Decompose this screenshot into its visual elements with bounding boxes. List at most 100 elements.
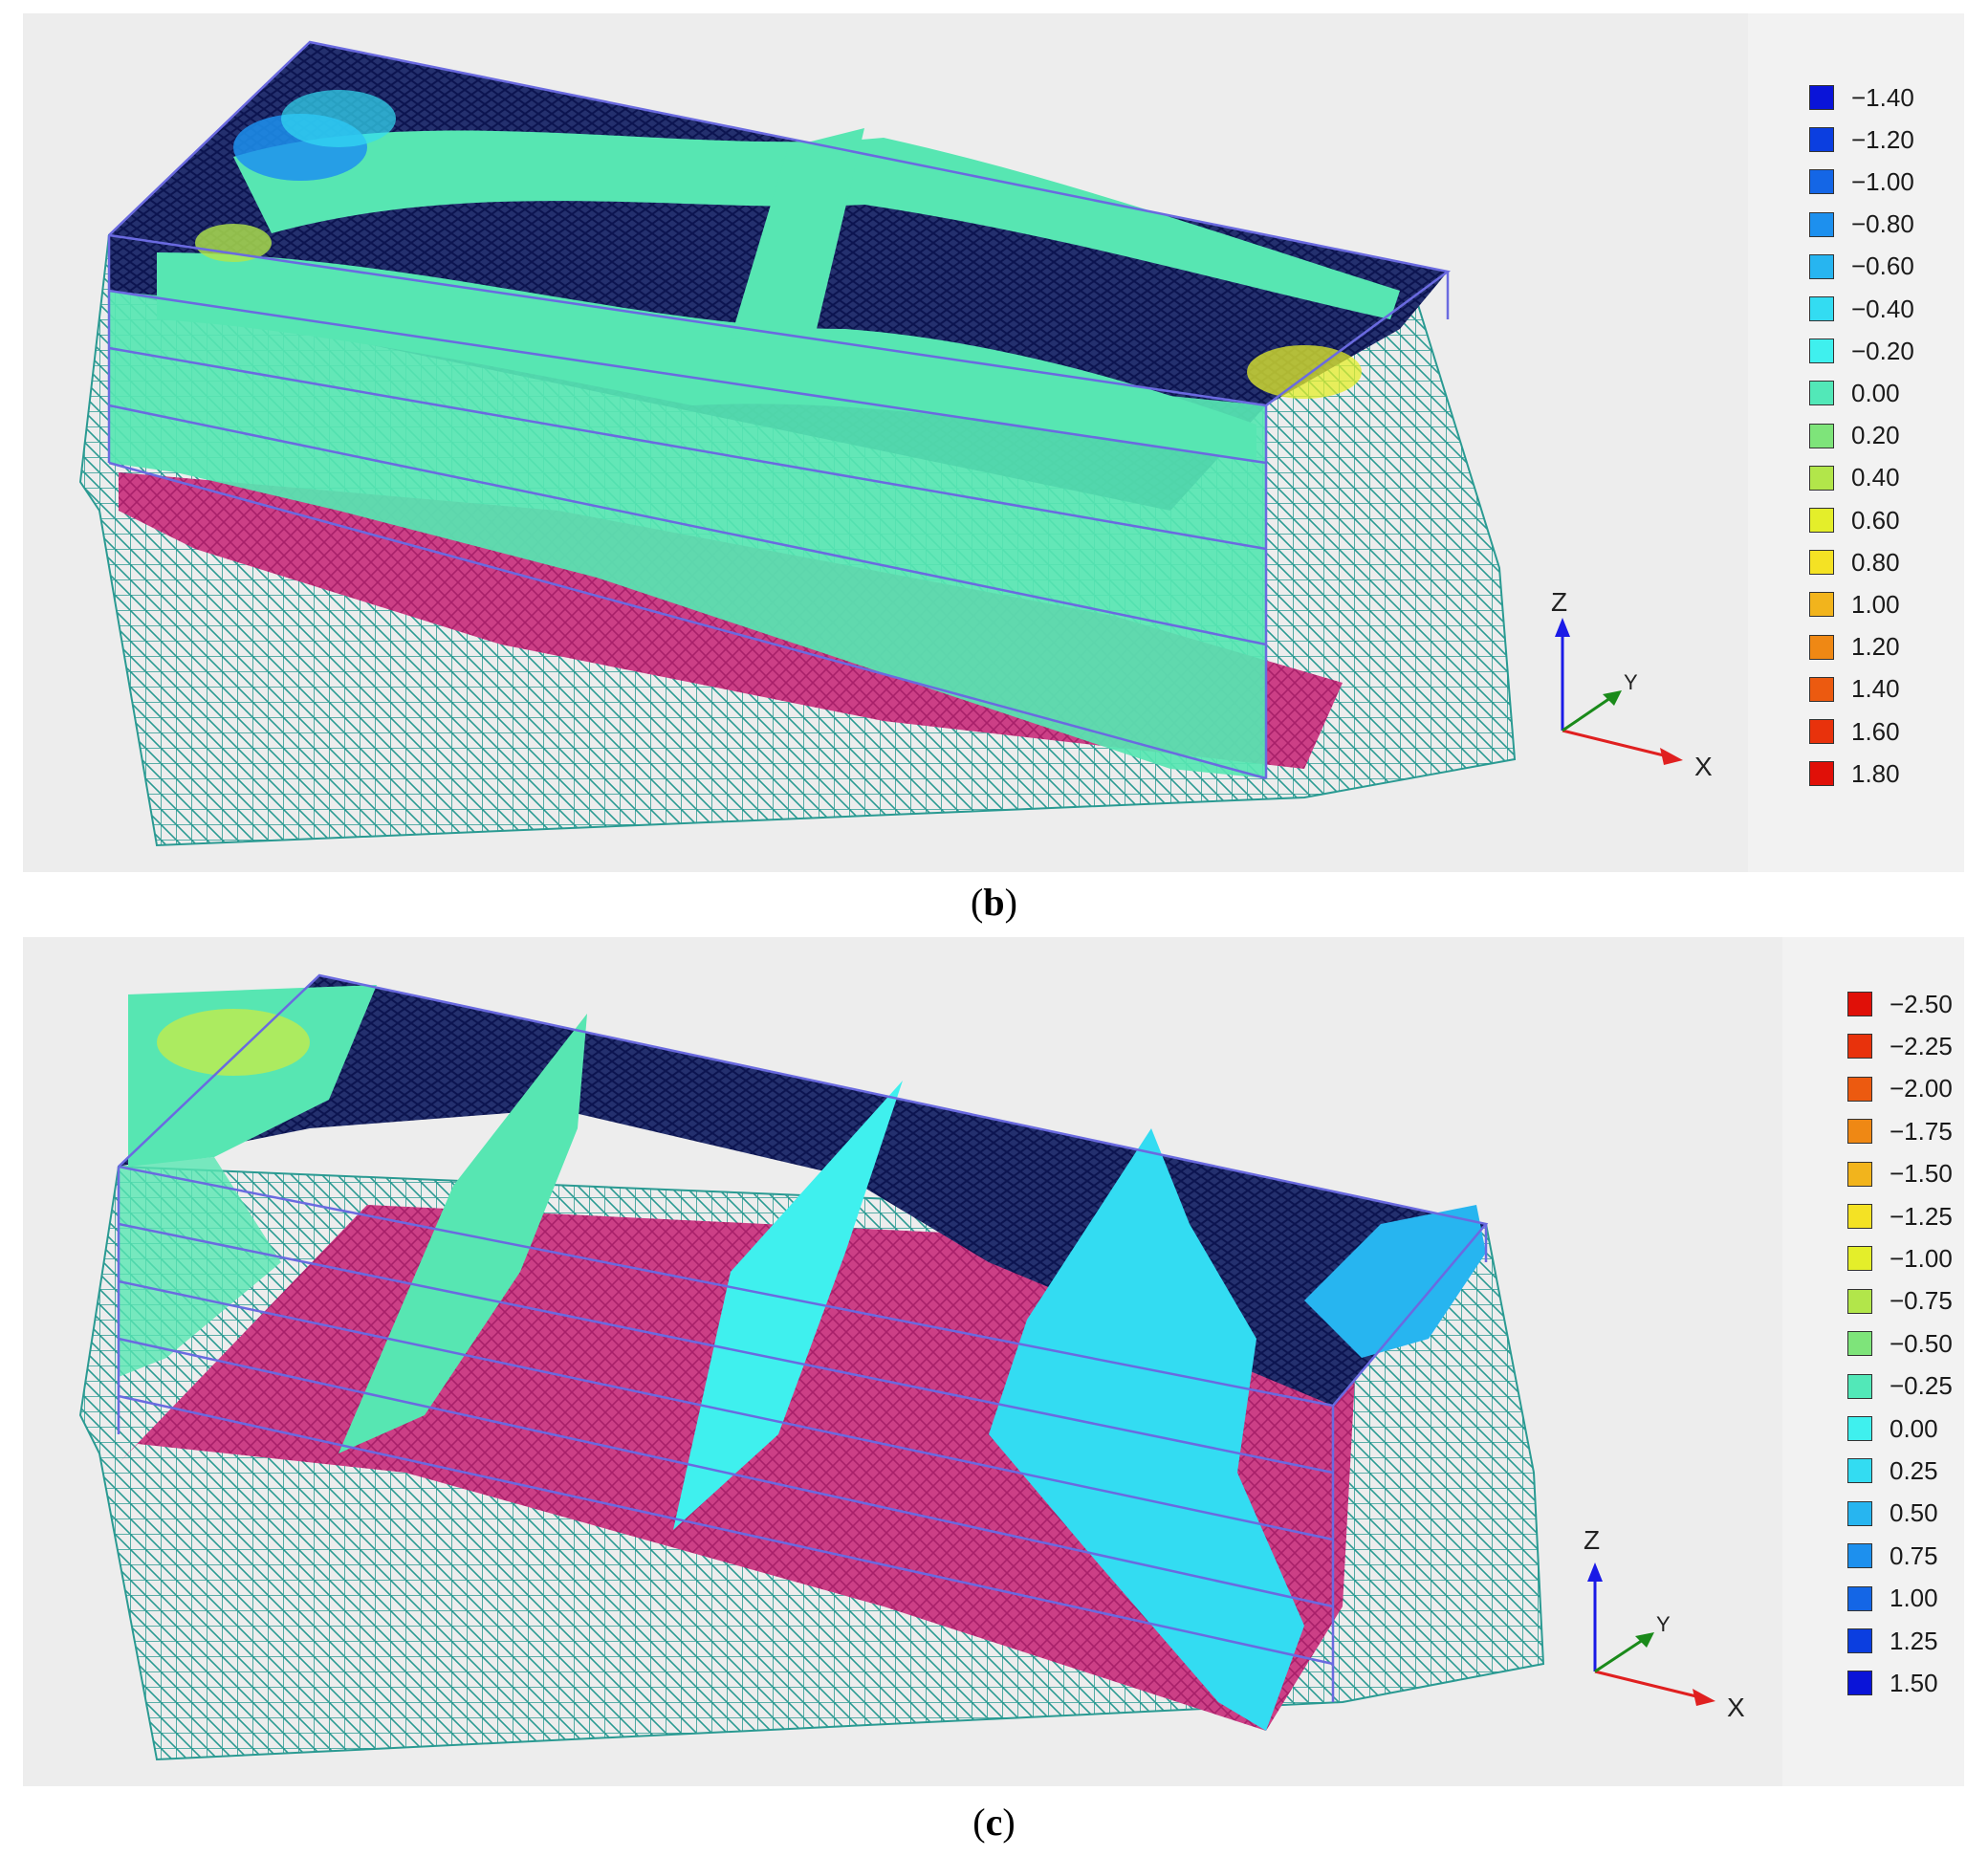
color-legend-b: −1.40 −1.20 −1.00 −0.80 −0.60 −0.40 −0.20 0.00 0… <box>1748 13 1964 872</box>
legend-value: −1.00 <box>1851 166 1914 196</box>
legend-entry: 0.20 <box>1809 417 1900 455</box>
legend-entry: 0.25 <box>1847 1452 1938 1490</box>
legend-entry: 0.60 <box>1809 501 1900 539</box>
legend-value: −1.40 <box>1851 82 1914 112</box>
contour-panel-b: Z Y X −1.40 −1.20 −1.00 −0.80 −0.60 −0.40 −0.2… <box>23 13 1964 872</box>
top-contour-band-1 <box>233 130 1400 319</box>
legend-value: −0.60 <box>1851 251 1914 281</box>
legend-value: −0.50 <box>1890 1328 1953 1358</box>
legend-value: −2.00 <box>1890 1074 1953 1103</box>
legend-entry: 1.60 <box>1809 712 1900 751</box>
legend-entry: 1.80 <box>1809 754 1900 793</box>
contour-wedge-right <box>989 1128 1304 1731</box>
legend-value: −1.75 <box>1890 1116 1953 1146</box>
legend-entry: −1.00 <box>1809 163 1914 201</box>
legend-swatch <box>1809 423 1834 448</box>
axis-triad-b: Z Y X <box>1551 587 1713 781</box>
legend-swatch <box>1809 85 1834 110</box>
top-contour-band-2 <box>157 252 1256 463</box>
axis-y-label: Y <box>1624 670 1638 694</box>
legend-swatch <box>1847 1204 1872 1229</box>
legend-value: 1.25 <box>1890 1626 1938 1655</box>
legend-entry: 1.20 <box>1809 628 1900 666</box>
color-legend-c: −2.50 −2.25 −2.00 −1.75 −1.50 −1.25 −1.00 −0.75… <box>1782 937 1964 1786</box>
legend-swatch <box>1809 719 1834 744</box>
legend-value: −0.75 <box>1890 1286 1953 1316</box>
legend-value: −1.50 <box>1890 1159 1953 1189</box>
contour-panel-c: Z Y X −2.50 −2.25 −2.00 −1.75 −1.50 −1.25 −1.0… <box>23 937 1964 1786</box>
legend-value: 0.40 <box>1851 463 1900 492</box>
legend-swatch <box>1809 761 1834 787</box>
legend-entry: −0.80 <box>1809 206 1914 244</box>
legend-entry: −0.20 <box>1809 332 1914 370</box>
legend-value: −1.20 <box>1851 124 1914 154</box>
legend-swatch <box>1809 592 1834 618</box>
legend-swatch <box>1809 211 1834 237</box>
legend-swatch <box>1847 1288 1872 1314</box>
top-contour-diag <box>731 128 864 339</box>
legend-entry: 1.50 <box>1847 1664 1938 1702</box>
legend-swatch <box>1847 1458 1872 1484</box>
legend-swatch <box>1809 339 1834 364</box>
legend-entry: −2.00 <box>1847 1070 1953 1108</box>
model-view-c: Z Y X <box>78 973 1745 1761</box>
legend-swatch <box>1847 1671 1872 1696</box>
legend-swatch <box>1847 1543 1872 1569</box>
contour-left-face <box>119 1157 281 1377</box>
legend-entry: −1.50 <box>1847 1155 1953 1193</box>
bounding-box-wireframe <box>117 973 1489 1702</box>
legend-value: −1.00 <box>1890 1243 1953 1273</box>
legend-value: 0.75 <box>1890 1540 1938 1570</box>
legend-value: −0.25 <box>1890 1371 1953 1401</box>
legend-swatch <box>1847 1416 1872 1441</box>
legend-value: −0.20 <box>1851 336 1914 365</box>
caption-c: (c) <box>972 1801 1016 1844</box>
legend-swatch <box>1847 1034 1872 1060</box>
legend-swatch <box>1847 1585 1872 1611</box>
legend-entry: 0.50 <box>1847 1495 1938 1533</box>
legend-entry: −2.50 <box>1847 985 1953 1023</box>
legend-value: 0.20 <box>1851 421 1900 450</box>
legend-value: 1.40 <box>1851 674 1900 704</box>
legend-entry: −1.75 <box>1847 1112 1953 1150</box>
legend-entry: −1.20 <box>1809 120 1914 159</box>
legend-entry: −1.25 <box>1847 1197 1953 1235</box>
legend-swatch <box>1809 465 1834 491</box>
contour-wedge-middle <box>673 1081 903 1530</box>
legend-entry: −0.60 <box>1809 248 1914 286</box>
corner-hotspot-lime <box>195 224 272 262</box>
legend-value: −1.25 <box>1890 1201 1953 1231</box>
legend-entry: −0.40 <box>1809 290 1914 328</box>
corner-hotspot-yellow <box>157 1009 310 1076</box>
axis-y-label: Y <box>1656 1612 1671 1636</box>
legend-entry: 1.00 <box>1809 585 1900 623</box>
legend-entry: 1.00 <box>1847 1580 1938 1618</box>
legend-value: 1.80 <box>1851 758 1900 788</box>
legend-value: 0.25 <box>1890 1455 1938 1485</box>
contour-corner-right <box>1304 1205 1486 1358</box>
legend-swatch <box>1809 676 1834 702</box>
bounding-box-wireframe <box>107 40 1452 780</box>
legend-swatch <box>1809 296 1834 321</box>
legend-swatch <box>1847 1373 1872 1399</box>
caption-b: (b) <box>971 881 1017 924</box>
legend-entry: −2.25 <box>1847 1027 1953 1065</box>
legend-swatch <box>1809 381 1834 406</box>
axis-x-label: X <box>1727 1693 1745 1722</box>
legend-entry: 0.80 <box>1809 543 1900 581</box>
legend-swatch <box>1809 127 1834 153</box>
legend-swatch <box>1847 1119 1872 1145</box>
legend-value: 1.50 <box>1890 1668 1938 1697</box>
legend-swatch <box>1809 634 1834 660</box>
axis-z-label: Z <box>1584 1525 1600 1555</box>
corner-hotspot-cyan <box>281 90 396 147</box>
legend-value: 0.80 <box>1851 547 1900 577</box>
legend-swatch <box>1847 1076 1872 1102</box>
legend-swatch <box>1847 1331 1872 1357</box>
legend-value: 0.00 <box>1890 1413 1938 1443</box>
legend-value: 0.50 <box>1890 1498 1938 1528</box>
legend-swatch <box>1809 508 1834 533</box>
legend-value: −0.80 <box>1851 209 1914 239</box>
legend-value: 1.60 <box>1851 716 1900 746</box>
legend-value: −2.25 <box>1890 1031 1953 1060</box>
